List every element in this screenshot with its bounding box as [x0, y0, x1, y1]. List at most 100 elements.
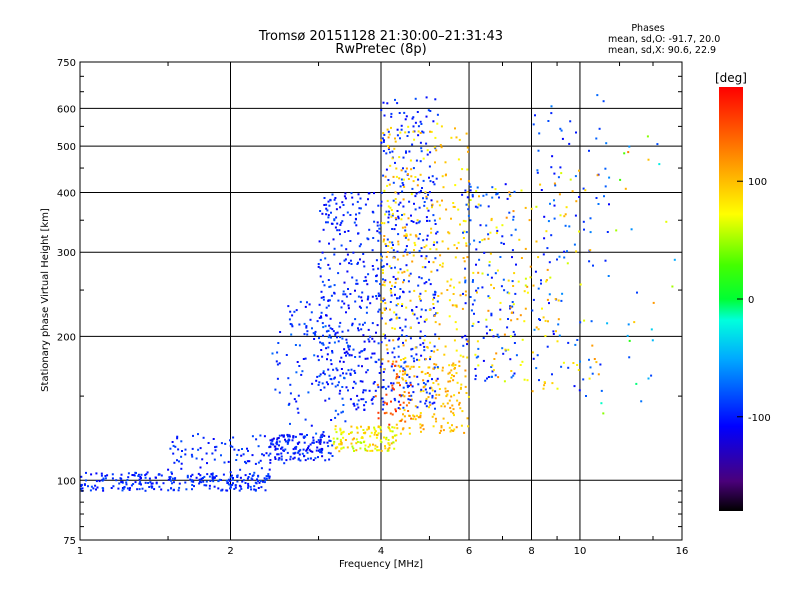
data-point [388, 265, 391, 268]
data-point [471, 193, 474, 196]
data-point [425, 244, 428, 247]
data-point [401, 418, 404, 421]
data-point [431, 206, 433, 209]
data-point [402, 341, 404, 344]
data-point [411, 117, 414, 120]
data-point [397, 400, 400, 403]
data-point [352, 251, 355, 254]
data-point [96, 486, 99, 489]
data-point [410, 365, 413, 368]
data-point [346, 446, 349, 449]
data-point [428, 373, 431, 376]
data-point [647, 158, 650, 161]
data-point [440, 125, 443, 128]
data-point [346, 211, 349, 214]
data-point [404, 420, 407, 423]
data-point [409, 159, 412, 162]
data-point [447, 372, 450, 375]
data-point [391, 387, 394, 390]
data-point [136, 488, 139, 491]
data-point [395, 167, 398, 170]
data-point [388, 146, 390, 149]
data-point [511, 256, 513, 259]
data-point [377, 425, 380, 428]
data-point [358, 207, 361, 210]
data-point [423, 385, 426, 388]
data-point [439, 254, 442, 257]
data-point [382, 297, 385, 300]
data-point [583, 228, 585, 231]
data-point [433, 296, 436, 299]
data-point [392, 275, 395, 278]
data-point [345, 354, 347, 357]
data-point [225, 479, 228, 482]
data-point [409, 337, 412, 340]
data-point [384, 279, 387, 282]
data-point [424, 388, 427, 391]
data-point [404, 229, 407, 232]
data-point [355, 426, 358, 429]
data-point [448, 399, 451, 402]
data-point [211, 478, 214, 481]
data-point [412, 414, 415, 417]
data-point [412, 254, 415, 257]
data-point [458, 401, 461, 404]
data-point [259, 459, 262, 462]
data-point [340, 447, 343, 450]
data-point [342, 293, 345, 296]
data-point [434, 136, 437, 139]
data-point [205, 480, 208, 483]
data-point [291, 439, 294, 442]
data-point [440, 292, 443, 295]
data-point [452, 293, 455, 295]
data-point [455, 328, 458, 331]
data-point [394, 137, 396, 140]
data-point [448, 232, 451, 235]
data-point [406, 253, 409, 256]
data-point [344, 258, 347, 261]
data-point [404, 372, 407, 375]
data-point [317, 359, 320, 362]
data-point [393, 356, 396, 359]
data-point [398, 381, 400, 384]
data-point [223, 461, 226, 464]
data-point [323, 373, 326, 376]
data-point [248, 460, 251, 463]
data-point [323, 386, 326, 389]
data-point [155, 481, 158, 484]
y-axis-label: Stationary phase Virtual Height [km] [40, 208, 51, 392]
data-point [393, 285, 396, 288]
data-point [583, 319, 586, 322]
data-point [327, 451, 330, 454]
data-point [381, 386, 384, 389]
data-point [471, 303, 474, 306]
data-point [459, 387, 462, 390]
data-point [433, 413, 436, 416]
data-point [251, 454, 254, 457]
data-point [292, 448, 295, 451]
data-point [354, 356, 357, 358]
data-point [264, 489, 267, 492]
data-point [257, 461, 260, 464]
data-point [309, 443, 312, 446]
data-point [491, 196, 494, 199]
data-point [401, 377, 404, 380]
data-point [385, 152, 388, 155]
data-point [376, 221, 379, 224]
data-point [367, 338, 370, 341]
data-point [405, 167, 408, 170]
data-point [399, 403, 402, 406]
data-point [399, 370, 402, 373]
data-point [289, 383, 292, 386]
data-point [453, 286, 455, 289]
data-point [494, 272, 497, 275]
data-point [372, 396, 375, 398]
data-point [454, 184, 457, 187]
data-point [547, 120, 550, 122]
data-point [401, 305, 403, 307]
data-point [579, 283, 582, 286]
data-point [405, 335, 408, 337]
data-point [329, 317, 332, 320]
data-point [373, 220, 376, 223]
data-point [436, 348, 439, 351]
